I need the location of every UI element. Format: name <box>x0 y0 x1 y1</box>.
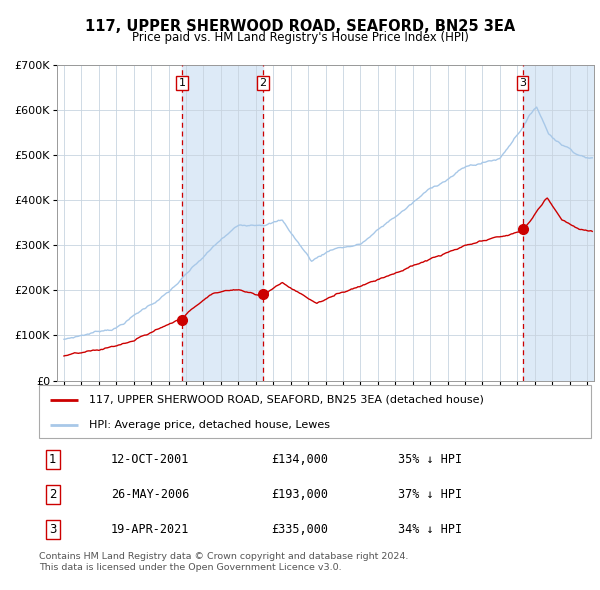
Text: 117, UPPER SHERWOOD ROAD, SEAFORD, BN25 3EA (detached house): 117, UPPER SHERWOOD ROAD, SEAFORD, BN25 … <box>89 395 484 405</box>
Bar <box>523 65 594 381</box>
Text: 117, UPPER SHERWOOD ROAD, SEAFORD, BN25 3EA: 117, UPPER SHERWOOD ROAD, SEAFORD, BN25 … <box>85 19 515 34</box>
Text: Price paid vs. HM Land Registry's House Price Index (HPI): Price paid vs. HM Land Registry's House … <box>131 31 469 44</box>
Text: £193,000: £193,000 <box>271 488 328 501</box>
Text: Contains HM Land Registry data © Crown copyright and database right 2024.
This d: Contains HM Land Registry data © Crown c… <box>39 552 409 572</box>
Text: 2: 2 <box>49 488 56 501</box>
Text: 19-APR-2021: 19-APR-2021 <box>111 523 189 536</box>
Text: £134,000: £134,000 <box>271 453 328 466</box>
Text: 34% ↓ HPI: 34% ↓ HPI <box>398 523 462 536</box>
Bar <box>182 65 263 381</box>
Text: 37% ↓ HPI: 37% ↓ HPI <box>398 488 462 501</box>
Text: 12-OCT-2001: 12-OCT-2001 <box>111 453 189 466</box>
Text: 2: 2 <box>259 78 266 88</box>
Text: 1: 1 <box>49 453 56 466</box>
Text: £335,000: £335,000 <box>271 523 328 536</box>
Text: 3: 3 <box>519 78 526 88</box>
Text: HPI: Average price, detached house, Lewes: HPI: Average price, detached house, Lewe… <box>89 419 329 430</box>
Text: 26-MAY-2006: 26-MAY-2006 <box>111 488 189 501</box>
FancyBboxPatch shape <box>39 385 591 438</box>
Text: 1: 1 <box>179 78 185 88</box>
Text: 3: 3 <box>49 523 56 536</box>
Text: 35% ↓ HPI: 35% ↓ HPI <box>398 453 462 466</box>
